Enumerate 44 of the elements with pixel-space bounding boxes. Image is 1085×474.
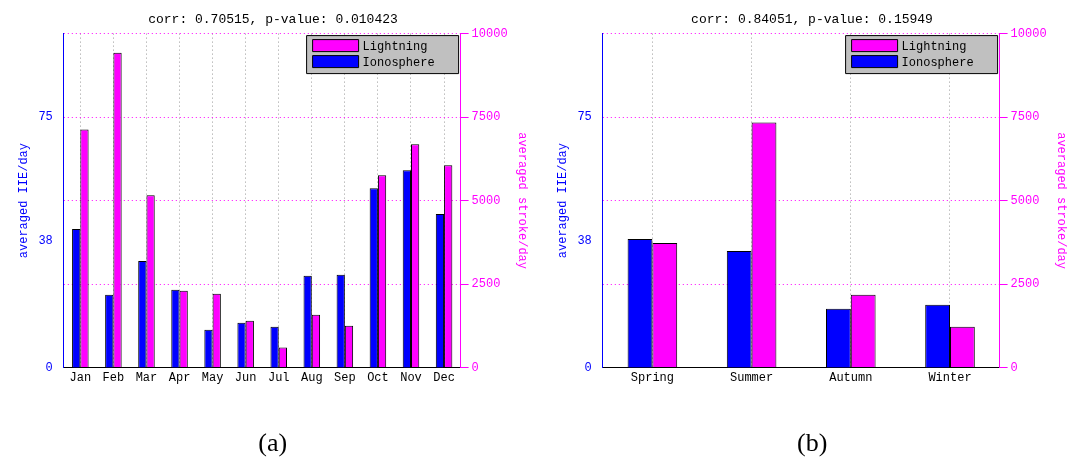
- y-tick-label: 75: [38, 110, 53, 125]
- legend-label: Ionosphere: [901, 55, 974, 70]
- x-tick-label: Jan: [69, 370, 91, 385]
- y-tick-label: 38: [577, 233, 593, 248]
- x-tick-label: Apr: [168, 370, 191, 385]
- legend-label: Lightning: [362, 39, 428, 54]
- y-tick-label: 0: [584, 360, 593, 375]
- chart-title: corr: 0.84051, p-value: 0.15949: [691, 12, 934, 28]
- text: (a): [258, 428, 288, 458]
- legend-label: Ionosphere: [362, 55, 435, 70]
- x-tick-label: Oct: [366, 370, 389, 385]
- x-tick-label: Aug: [300, 370, 323, 385]
- x-tick-label: Dec: [433, 370, 455, 385]
- x-tick-label: Mar: [135, 370, 158, 385]
- y-axis-title: averaged IIE/day: [556, 142, 571, 259]
- x-tick-label: Summer: [730, 370, 774, 385]
- y2-tick-label: 2500: [1010, 277, 1040, 292]
- x-tick-label: Spring: [631, 370, 675, 385]
- x-tick-label: Feb: [102, 370, 124, 385]
- y-tick-label: 0: [45, 360, 53, 375]
- x-tick-label: Autumn: [829, 370, 873, 385]
- y-tick-label: 38: [38, 233, 53, 248]
- y2-tick-label: 5000: [471, 193, 501, 208]
- text: (b): [797, 428, 828, 458]
- y2-tick-label: 0: [471, 360, 479, 375]
- y2-tick-label: 10000: [471, 26, 508, 41]
- y2-tick-label: 2500: [471, 277, 501, 292]
- x-tick-label: Sep: [333, 370, 356, 385]
- y2-tick-label: 7500: [471, 110, 501, 125]
- x-tick-label: Jun: [234, 370, 257, 385]
- x-tick-label: Winter: [928, 370, 972, 385]
- y2-tick-label: 10000: [1010, 26, 1047, 41]
- y-tick-label: 75: [577, 110, 593, 125]
- chart-title: corr: 0.70515, p-value: 0.010423: [147, 12, 398, 28]
- y2-axis-title: averaged stroke/day: [1053, 132, 1068, 270]
- y2-tick-label: 7500: [1010, 110, 1040, 125]
- y-axis-title: averaged IIE/day: [17, 142, 32, 259]
- x-tick-label: May: [201, 370, 224, 385]
- x-tick-label: Jul: [267, 370, 290, 385]
- legend-label: Lightning: [901, 39, 967, 54]
- x-tick-label: Nov: [399, 370, 422, 385]
- y2-tick-label: 0: [1010, 360, 1019, 375]
- y2-axis-title: averaged stroke/day: [514, 132, 529, 270]
- y2-tick-label: 5000: [1010, 193, 1040, 208]
